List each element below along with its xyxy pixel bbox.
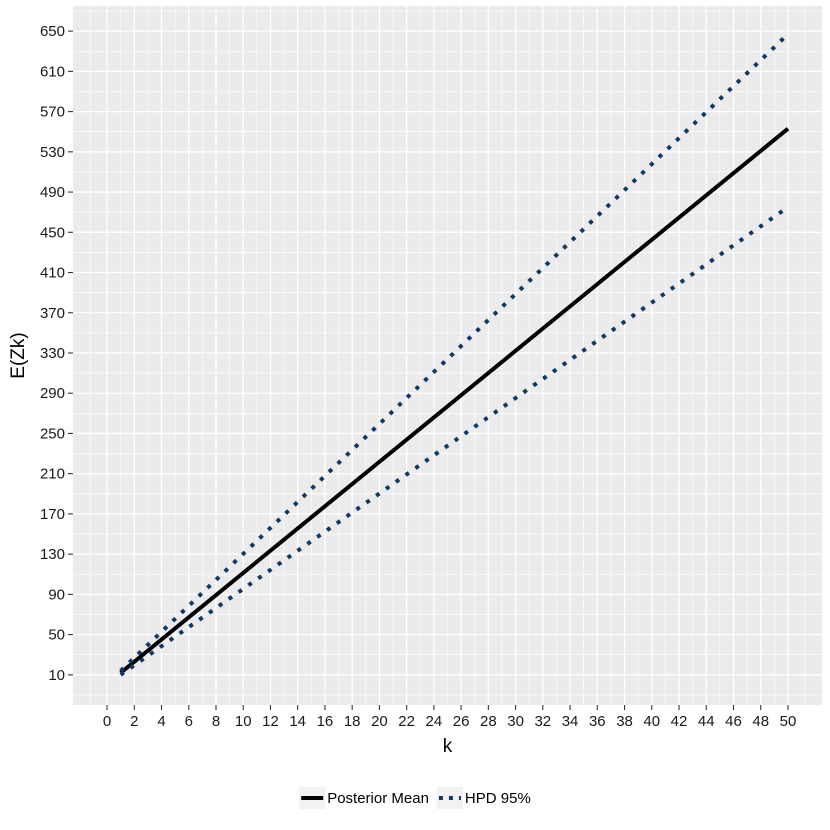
x-tick-label: 38 — [616, 713, 633, 730]
x-tick-label: 10 — [235, 713, 252, 730]
y-tick-label: 490 — [40, 184, 65, 201]
legend: Posterior Mean HPD 95% — [299, 787, 531, 809]
y-tick-label: 370 — [40, 305, 65, 322]
x-tick-label: 4 — [157, 713, 165, 730]
y-tick-label: 650 — [40, 23, 65, 40]
y-tick-label: 570 — [40, 104, 65, 121]
hpd-95-line-2 — [119, 205, 790, 677]
posterior-mean-line — [119, 127, 790, 675]
x-tick-label: 36 — [589, 713, 606, 730]
y-tick-label: 410 — [40, 265, 65, 282]
x-tick-label: 0 — [103, 713, 111, 730]
y-tick-label: 90 — [48, 586, 65, 603]
x-tick-label: 14 — [289, 713, 306, 730]
x-tick-label: 28 — [480, 713, 497, 730]
y-tick-label: 10 — [48, 667, 65, 684]
y-axis-title: E(Zk) — [8, 332, 29, 378]
y-tick-label: 250 — [40, 425, 65, 442]
x-tick-label: 12 — [262, 713, 279, 730]
legend-label: HPD 95% — [465, 790, 531, 807]
x-tick-label: 50 — [780, 713, 797, 730]
x-tick-label: 46 — [725, 713, 742, 730]
y-tick-label: 530 — [40, 144, 65, 161]
axis-ticks: 0 2 4 6 8 10 12 14 16 18 20 22 24 26 28 30 32 34 36 38 40 42 4… — [40, 23, 796, 730]
x-tick-label: 18 — [344, 713, 361, 730]
x-tick-label: 16 — [317, 713, 334, 730]
y-tick-label: 290 — [40, 385, 65, 402]
y-tick-label: 50 — [48, 627, 65, 644]
y-tick-label: 450 — [40, 224, 65, 241]
hpd-95-line-1 — [119, 32, 790, 673]
x-axis-title: k — [443, 736, 453, 757]
x-tick-label: 30 — [507, 713, 524, 730]
x-tick-label: 32 — [534, 713, 551, 730]
series-lines — [119, 32, 790, 677]
y-tick-label: 170 — [40, 506, 65, 523]
x-tick-label: 2 — [130, 713, 138, 730]
x-tick-label: 26 — [453, 713, 470, 730]
x-tick-label: 22 — [398, 713, 415, 730]
x-tick-label: 48 — [752, 713, 769, 730]
grid — [73, 6, 822, 705]
y-tick-label: 130 — [40, 546, 65, 563]
x-tick-label: 34 — [562, 713, 579, 730]
x-tick-label: 24 — [426, 713, 443, 730]
y-tick-label: 210 — [40, 466, 65, 483]
x-tick-label: 6 — [185, 713, 193, 730]
y-tick-label: 610 — [40, 63, 65, 80]
x-tick-label: 42 — [671, 713, 688, 730]
x-tick-label: 20 — [371, 713, 388, 730]
x-tick-label: 40 — [643, 713, 660, 730]
x-tick-label: 44 — [698, 713, 715, 730]
y-tick-label: 330 — [40, 345, 65, 362]
x-tick-label: 8 — [212, 713, 220, 730]
legend-label: Posterior Mean — [327, 790, 429, 807]
